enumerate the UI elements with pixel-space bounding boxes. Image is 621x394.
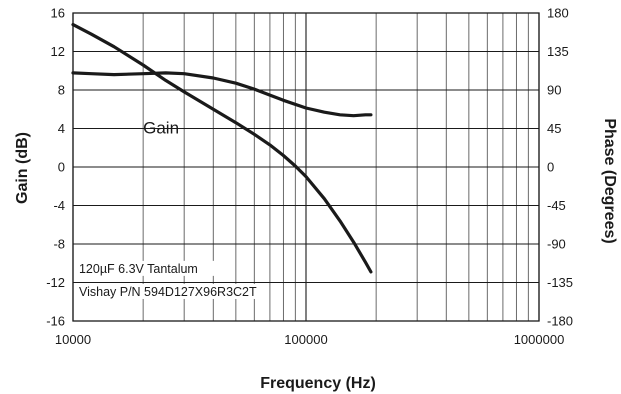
series-layer <box>71 23 373 274</box>
y-tick-label-left: 16 <box>51 6 65 21</box>
y-axis-ticks-right: 180 135 90 45 0 -45 -90 -135 -180 <box>547 6 573 329</box>
y-tick-label-right: 0 <box>547 160 554 175</box>
annotation-backing <box>76 283 265 299</box>
y-tick-label-left: 8 <box>58 83 65 98</box>
y-tick-label-left: -4 <box>53 198 65 213</box>
series-line-gain <box>71 23 373 274</box>
annotations: Gain 120µF 6.3V Tantalum Vishay P/N 594D12… <box>76 118 265 299</box>
y-axis-ticks-left: 16 12 8 4 0 -4 -8 -12 -16 <box>46 6 65 329</box>
part-info-label: 120µF 6.3V Tantalum <box>79 262 198 276</box>
y-tick-label-left: -8 <box>53 237 65 252</box>
x-tick-label: 10000 <box>55 332 91 347</box>
gain-curve-label: Gain <box>143 118 179 137</box>
x-tick-label: 100000 <box>284 332 327 347</box>
annotation-backing <box>76 260 216 276</box>
y-tick-label-right: 180 <box>547 6 569 21</box>
y-tick-label-right: 135 <box>547 44 569 59</box>
y-tick-label-left: 12 <box>51 44 65 59</box>
y-axis-title-right: Phase (Degrees) <box>601 118 618 243</box>
x-axis-ticks: 10000 100000 1000000 <box>55 332 564 347</box>
y-axis-title-left: Gain (dB) <box>14 132 31 204</box>
x-axis-title: Frequency (Hz) <box>260 375 376 392</box>
y-tick-label-right: -180 <box>547 314 573 329</box>
x-tick-label: 1000000 <box>514 332 565 347</box>
y-tick-label-right: -135 <box>547 275 573 290</box>
y-tick-label-right: 90 <box>547 83 561 98</box>
y-tick-label-right: 45 <box>547 121 561 136</box>
plot-frame <box>72 12 540 322</box>
y-tick-label-left: 0 <box>58 160 65 175</box>
y-tick-label-left: -16 <box>46 314 65 329</box>
part-info-label: Vishay P/N 594D127X96R3C2T <box>79 285 257 299</box>
y-tick-label-left: 4 <box>58 121 65 136</box>
y-tick-label-left: -12 <box>46 275 65 290</box>
y-tick-label-right: -90 <box>547 237 566 252</box>
y-tick-label-right: -45 <box>547 198 566 213</box>
series-line-phase <box>71 71 373 118</box>
